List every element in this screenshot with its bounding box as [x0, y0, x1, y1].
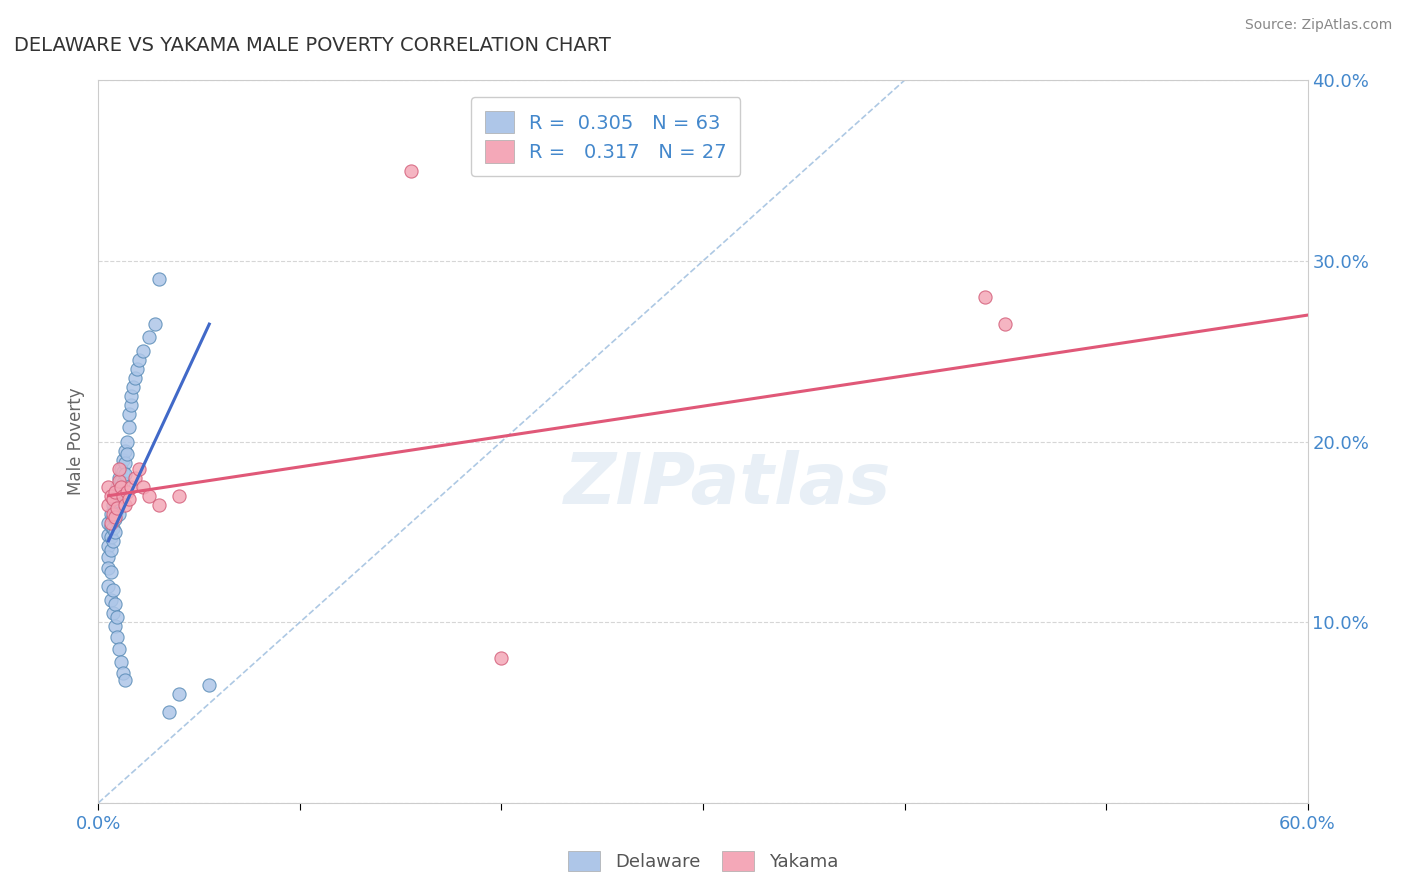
Point [103, 485, 125, 500]
Point [107, 471, 129, 485]
Point [107, 475, 129, 489]
Point [103, 619, 125, 633]
Point [128, 461, 150, 475]
Point [100, 593, 122, 607]
Point [124, 371, 146, 385]
Point [97, 539, 120, 553]
Point [148, 498, 170, 512]
Point [97, 516, 120, 530]
Point [111, 476, 134, 491]
Point [103, 512, 125, 526]
Point [101, 498, 124, 512]
Point [143, 317, 166, 331]
Point [100, 519, 122, 533]
Point [994, 317, 1017, 331]
Point [97, 550, 120, 565]
Point [974, 290, 997, 304]
Point [105, 609, 128, 624]
Point [101, 606, 124, 620]
Point [111, 452, 134, 467]
Text: DELAWARE VS YAKAMA MALE POVERTY CORRELATION CHART: DELAWARE VS YAKAMA MALE POVERTY CORRELAT… [14, 36, 612, 54]
Point [103, 524, 125, 539]
Point [491, 651, 513, 665]
Point [114, 456, 136, 470]
Point [101, 507, 124, 521]
Point [100, 565, 122, 579]
Point [115, 485, 138, 500]
Point [118, 420, 141, 434]
Point [100, 489, 122, 503]
Point [100, 507, 122, 521]
Point [105, 503, 128, 517]
Point [167, 687, 190, 701]
Point [110, 480, 132, 494]
Point [107, 483, 129, 498]
Point [107, 642, 129, 657]
Point [132, 344, 155, 359]
Point [101, 533, 124, 548]
Point [121, 380, 143, 394]
Point [118, 492, 141, 507]
Point [101, 521, 124, 535]
Point [105, 501, 128, 516]
Point [110, 461, 132, 475]
Point [101, 582, 124, 597]
Legend: Delaware, Yakama: Delaware, Yakama [561, 844, 845, 879]
Point [97, 498, 120, 512]
Point [103, 489, 125, 503]
Point [103, 510, 125, 524]
Point [111, 489, 134, 503]
Point [100, 530, 122, 544]
Point [101, 492, 124, 507]
Text: Source: ZipAtlas.com: Source: ZipAtlas.com [1244, 18, 1392, 32]
Point [105, 480, 128, 494]
Point [138, 330, 160, 344]
Point [114, 673, 136, 687]
Point [198, 678, 221, 692]
Point [132, 480, 155, 494]
Point [120, 480, 142, 494]
Point [97, 528, 120, 542]
Point [101, 510, 124, 524]
Point [148, 272, 170, 286]
Point [120, 398, 142, 412]
Point [105, 630, 128, 644]
Point [114, 498, 136, 512]
Point [110, 485, 132, 500]
Point [138, 489, 160, 503]
Point [118, 408, 141, 422]
Point [125, 362, 148, 376]
Text: ZIPatlas: ZIPatlas [564, 450, 891, 519]
Point [111, 665, 134, 680]
Legend: R =  0.305   N = 63, R =   0.317   N = 27: R = 0.305 N = 63, R = 0.317 N = 27 [471, 97, 741, 177]
Point [107, 461, 129, 475]
Point [103, 597, 125, 611]
Point [105, 492, 128, 507]
Point [97, 579, 120, 593]
Y-axis label: Male Poverty: Male Poverty [66, 388, 84, 495]
Point [114, 443, 136, 458]
Point [103, 501, 125, 516]
Point [114, 467, 136, 481]
Point [110, 655, 132, 669]
Point [97, 561, 120, 575]
Point [100, 516, 122, 530]
Point [399, 163, 422, 178]
Point [167, 489, 190, 503]
Point [107, 494, 129, 508]
Point [110, 475, 132, 489]
Point [107, 507, 129, 521]
Point [115, 434, 138, 449]
Point [115, 447, 138, 461]
Point [100, 542, 122, 557]
Point [157, 706, 180, 720]
Point [128, 353, 150, 368]
Point [124, 471, 146, 485]
Point [97, 480, 120, 494]
Point [120, 389, 142, 403]
Point [111, 465, 134, 479]
